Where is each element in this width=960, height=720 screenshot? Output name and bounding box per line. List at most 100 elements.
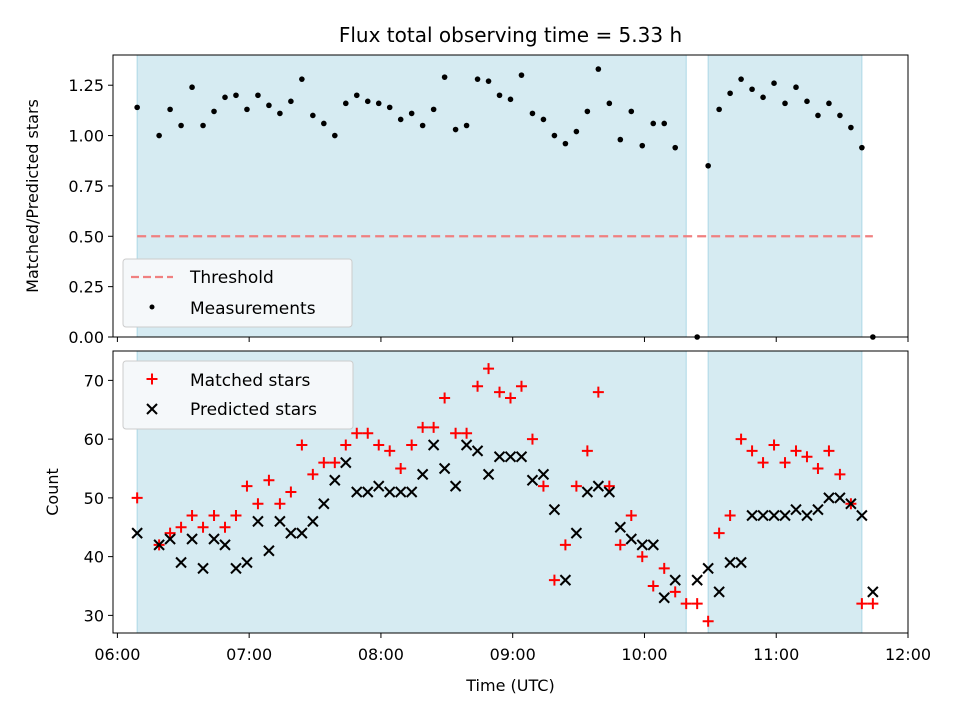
legend-threshold-label: Threshold bbox=[189, 268, 274, 288]
matched-star-point bbox=[779, 457, 791, 469]
measurement-point bbox=[266, 102, 272, 109]
x-tick-label: 11:00 bbox=[753, 645, 799, 664]
matched-star-point bbox=[175, 521, 187, 533]
measurement-point bbox=[507, 96, 514, 103]
measurement-point bbox=[760, 94, 766, 101]
predicted-star-point bbox=[581, 486, 594, 498]
matched-star-point bbox=[570, 480, 582, 492]
predicted-star-point bbox=[669, 574, 681, 586]
bottom-y-tick-label: 40 bbox=[84, 548, 104, 567]
measurement-point bbox=[386, 104, 393, 111]
matched-star-point bbox=[384, 445, 396, 457]
measurement-point bbox=[782, 100, 788, 107]
matched-stars-points bbox=[131, 363, 879, 627]
measurement-point bbox=[397, 116, 404, 123]
predicted-star-point bbox=[702, 562, 714, 575]
matched-star-point bbox=[329, 457, 341, 469]
bottom-y-ticks: 30 40 50 60 70 bbox=[84, 371, 113, 625]
measurement-point bbox=[595, 66, 602, 72]
measurement-point bbox=[419, 122, 426, 129]
predicted-star-point bbox=[515, 451, 528, 463]
measurement-point bbox=[452, 126, 459, 133]
predicted-star-point bbox=[285, 527, 297, 539]
matched-star-point bbox=[834, 468, 846, 480]
matched-star-point bbox=[658, 562, 670, 574]
predicted-star-point bbox=[186, 533, 198, 545]
predicted-star-point bbox=[427, 439, 440, 451]
bottom-y-tick-label: 30 bbox=[84, 606, 104, 625]
measurement-point bbox=[167, 106, 173, 113]
predicted-star-point bbox=[867, 586, 879, 598]
matched-star-point bbox=[526, 433, 538, 445]
matched-star-point bbox=[351, 427, 363, 439]
measurement-point bbox=[606, 100, 613, 107]
measurement-point bbox=[233, 92, 239, 99]
predicted-star-point bbox=[647, 539, 659, 551]
predicted-star-point bbox=[735, 556, 747, 569]
measurement-point bbox=[848, 124, 854, 131]
predicted-star-point bbox=[691, 574, 703, 586]
predicted-star-point bbox=[460, 439, 473, 451]
legend-predicted-swatch bbox=[146, 403, 158, 415]
predicted-star-point bbox=[790, 503, 802, 516]
matched-star-point bbox=[406, 439, 418, 451]
predicted-star-point bbox=[197, 562, 209, 575]
measurement-point bbox=[430, 106, 437, 113]
matched-star-point bbox=[230, 510, 242, 521]
measurement-point bbox=[244, 106, 250, 113]
predicted-star-point bbox=[746, 509, 758, 522]
matched-star-point bbox=[373, 439, 385, 451]
measurement-point bbox=[189, 84, 195, 91]
predicted-star-point bbox=[362, 486, 374, 498]
bottom-panel: 30 40 50 60 70 06:00 07:00 08:00 09:00 10:00 11:0… bbox=[43, 350, 931, 695]
top-y-tick-label: 1.00 bbox=[68, 127, 104, 146]
matched-star-point bbox=[724, 510, 736, 521]
top-legend: Threshold Measurements bbox=[122, 258, 353, 328]
measurement-point bbox=[485, 78, 492, 84]
matched-star-point bbox=[812, 463, 824, 474]
bottom-y-axis-label: Count bbox=[43, 468, 62, 516]
predicted-star-point bbox=[856, 509, 868, 522]
top-y-axis-label: Matched/Predicted stars bbox=[23, 99, 42, 293]
bottom-legend: Matched stars Predicted stars bbox=[122, 360, 354, 430]
matched-star-point bbox=[274, 498, 286, 510]
measurement-point bbox=[529, 110, 536, 117]
matched-star-point bbox=[307, 468, 319, 480]
matched-star-point bbox=[439, 392, 451, 404]
legend-measurements-swatch bbox=[149, 304, 155, 310]
matched-star-point bbox=[395, 463, 407, 474]
matched-star-point bbox=[362, 427, 374, 439]
matched-star-point bbox=[581, 445, 593, 457]
measurement-point bbox=[156, 132, 162, 139]
measurement-point bbox=[321, 120, 327, 127]
measurement-point bbox=[134, 104, 140, 111]
legend-predicted-label: Predicted stars bbox=[190, 400, 317, 420]
measurement-point bbox=[584, 108, 591, 115]
measurement-point bbox=[200, 122, 206, 129]
top-shaded-interval bbox=[707, 54, 863, 338]
measurement-point bbox=[474, 76, 481, 82]
predicted-stars-points bbox=[131, 439, 879, 604]
predicted-star-point bbox=[757, 509, 769, 522]
measurement-point bbox=[540, 116, 547, 123]
predicted-star-point bbox=[801, 509, 813, 522]
measurement-point bbox=[672, 144, 679, 151]
predicted-star-point bbox=[164, 533, 176, 545]
top-panel: 0.00 0.25 0.50 0.75 1.00 1.25 Flux total obse… bbox=[23, 23, 909, 347]
predicted-star-point bbox=[471, 445, 484, 457]
predicted-star-point bbox=[625, 533, 637, 545]
predicted-star-point bbox=[274, 515, 286, 528]
measurement-point bbox=[562, 140, 569, 147]
predicted-star-point bbox=[373, 480, 385, 492]
predicted-star-point bbox=[405, 486, 418, 498]
matched-star-point bbox=[680, 598, 692, 610]
matched-star-point bbox=[515, 380, 527, 392]
predicted-star-point bbox=[779, 509, 791, 522]
measurement-point bbox=[826, 100, 832, 107]
measurement-point bbox=[837, 112, 843, 119]
predicted-star-point bbox=[823, 492, 835, 504]
bottom-axes-frame bbox=[112, 350, 909, 634]
bottom-y-tick-label: 70 bbox=[84, 371, 104, 390]
matched-star-point bbox=[702, 615, 714, 627]
measurement-point bbox=[496, 92, 503, 99]
